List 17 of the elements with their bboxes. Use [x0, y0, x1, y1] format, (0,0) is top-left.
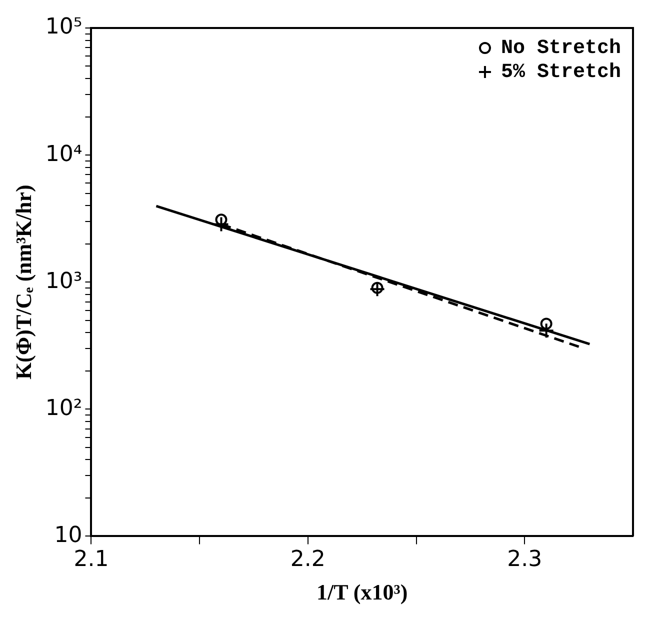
point — [538, 322, 554, 339]
x-axis-title: 1/T (x10³) — [316, 579, 408, 604]
y-tick-label: 10⁴ — [45, 142, 82, 167]
y-tick-label: 10² — [45, 396, 82, 421]
point — [213, 216, 230, 232]
y-axis-title: K(Φ)T/Cₑ (nm³K/hr) — [10, 184, 36, 380]
legend-label: 5% Stretch — [500, 61, 622, 84]
y-tick-label: 10 — [54, 522, 82, 548]
point — [371, 282, 384, 294]
x-tick-label: 2.3 — [507, 547, 542, 572]
legend-label: No Stretch — [500, 37, 622, 60]
point — [215, 214, 228, 226]
x-tick-label: 2.1 — [74, 547, 109, 572]
point — [540, 318, 552, 330]
y-tick-label: 10³ — [45, 268, 82, 294]
x-tick-label: 2.2 — [290, 547, 326, 572]
y-tick-label: 10⁵ — [45, 14, 82, 40]
